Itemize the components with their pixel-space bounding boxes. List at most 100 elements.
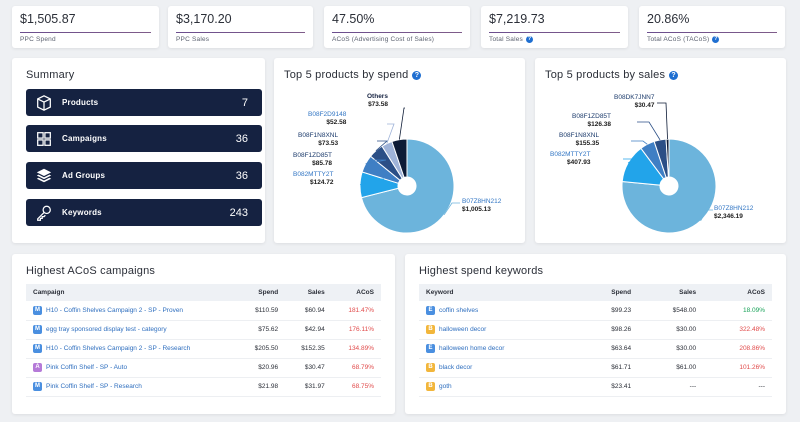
- acos-cell: 68.75%: [331, 377, 381, 397]
- summary-title: Summary: [26, 69, 75, 81]
- row-name-link[interactable]: halloween home decor: [439, 345, 505, 353]
- pie-leader-line: [657, 102, 668, 140]
- row-name-link[interactable]: Pink Coffin Shelf - SP - Research: [46, 383, 142, 391]
- spend-cell: $20.96: [238, 358, 286, 378]
- summary-item-keywords[interactable]: Keywords 243: [26, 199, 262, 226]
- pie-label: B07Z8HN212 $1,005.13: [462, 198, 502, 213]
- sales-pie-chart: [621, 102, 717, 234]
- type-badge: M: [33, 344, 42, 353]
- box-icon: [26, 94, 62, 112]
- summary-item-count: 36: [235, 169, 248, 182]
- question-icon[interactable]: ?: [412, 70, 422, 80]
- pie-leader-line: [375, 140, 389, 152]
- row-name-link[interactable]: goth: [439, 383, 452, 391]
- pie-leader-line: [623, 158, 637, 164]
- pie-label: B08F1ZD85T $85.78: [293, 152, 333, 167]
- summary-item-count: 36: [235, 132, 248, 145]
- acos-cell: 322.48%: [703, 320, 772, 340]
- pie-leader-line: [631, 140, 648, 145]
- question-icon[interactable]: ?: [669, 70, 679, 80]
- summary-item-ad-groups[interactable]: Ad Groups 36: [26, 162, 262, 189]
- row-name-link[interactable]: black decor: [439, 364, 473, 372]
- table-row[interactable]: M H10 - Coffin Shelves Campaign 2 - SP - …: [26, 339, 381, 359]
- type-badge: B: [426, 382, 435, 391]
- row-name-link[interactable]: H10 - Coffin Shelves Campaign 2 - SP - R…: [46, 345, 191, 353]
- sales-cell: $31.97: [285, 377, 332, 397]
- type-badge: M: [33, 305, 42, 315]
- sales-cell: $30.47: [285, 358, 332, 378]
- acos-cell: ---: [703, 377, 772, 397]
- key-icon: [26, 204, 62, 222]
- acos-cell: 181.47%: [331, 301, 381, 321]
- summary-item-products[interactable]: Products 7: [26, 89, 262, 116]
- question-icon[interactable]: ?: [712, 36, 720, 43]
- row-name-link[interactable]: halloween decor: [439, 326, 487, 334]
- summary-item-label: Keywords: [62, 208, 102, 217]
- column-header[interactable]: Spend: [238, 284, 286, 301]
- kpi-total-sales: $7,219.73 Total Sales?: [481, 6, 628, 48]
- spend-cell: $63.64: [579, 339, 639, 359]
- row-name-link[interactable]: coffin shelves: [439, 306, 479, 314]
- pie-slice-b08dk7jnn7[interactable]: [665, 138, 670, 178]
- kpi-label: Total ACoS (TACoS): [647, 36, 710, 43]
- pie-slice-others[interactable]: [391, 138, 408, 179]
- sales-cell: $152.35: [285, 339, 332, 359]
- pie-leader-line: [386, 123, 395, 144]
- spend-chart-card: Top 5 products by spend ? Others $73.58 …: [274, 58, 525, 243]
- column-header[interactable]: Keyword: [419, 284, 580, 301]
- acos-table-title: Highest ACoS campaigns: [26, 265, 156, 277]
- spend-cell: $205.50: [238, 339, 286, 359]
- kpi-value: $3,170.20: [176, 12, 232, 26]
- summary-item-label: Campaigns: [62, 134, 107, 143]
- spend-cell: $110.59: [238, 301, 286, 321]
- spend-pie-chart: [359, 107, 460, 234]
- kpi-label: PPC Spend: [20, 36, 56, 43]
- table-row[interactable]: M Pink Coffin Shelf - SP - Research $21.98…: [26, 377, 381, 397]
- pie-slice-b07z8hn212[interactable]: [360, 138, 455, 234]
- acos-cell: 176.11%: [331, 320, 381, 340]
- pie-leader-line: [365, 159, 387, 165]
- row-name-link[interactable]: egg tray sponsored display test - catego…: [46, 326, 167, 334]
- kpi-label: PPC Sales: [176, 36, 210, 43]
- row-name-link[interactable]: H10 - Coffin Shelves Campaign 2 - SP - P…: [46, 306, 184, 314]
- kpi-underline: [176, 32, 305, 33]
- sales-cell: ---: [638, 377, 704, 397]
- pie-label: B08F1ZD85T $126.38: [572, 113, 612, 128]
- table-row[interactable]: M H10 - Coffin Shelves Campaign 2 - SP - …: [26, 301, 381, 321]
- kpi-ppc-spend: $1,505.87 PPC Spend: [12, 6, 159, 48]
- column-header[interactable]: Sales: [638, 284, 704, 301]
- kpi-underline: [489, 32, 620, 33]
- column-header[interactable]: Campaign: [26, 284, 239, 301]
- acos-campaigns-card: Highest ACoS campaigns Campaign Spend Sa…: [12, 254, 395, 414]
- column-header[interactable]: ACoS: [331, 284, 381, 301]
- type-badge: B: [426, 325, 435, 334]
- summary-item-campaigns[interactable]: Campaigns 36: [26, 125, 262, 152]
- sales-chart-title: Top 5 products by sales: [545, 69, 666, 81]
- column-header[interactable]: Spend: [579, 284, 639, 301]
- table-row[interactable]: A Pink Coffin Shelf - SP - Auto $20.96 $30.…: [26, 358, 381, 378]
- column-header[interactable]: ACoS: [703, 284, 772, 301]
- column-header[interactable]: Sales: [285, 284, 332, 301]
- acos-cell: 134.89%: [331, 339, 381, 359]
- summary-item-label: Products: [62, 98, 99, 107]
- summary-item-label: Ad Groups: [62, 171, 106, 180]
- spend-cell: $61.71: [579, 358, 639, 378]
- kpi-acos: 47.50% ACoS (Advertising Cost of Sales): [324, 6, 470, 48]
- pie-label: B08F2D9148 $52.58: [308, 111, 347, 126]
- row-name-link[interactable]: Pink Coffin Shelf - SP - Auto: [46, 364, 128, 372]
- pie-slice-b07z8hn212[interactable]: [621, 138, 717, 234]
- sales-cell: $61.00: [638, 358, 704, 378]
- acos-campaigns-table: Campaign Spend Sales ACoS M H10 - Coffin …: [26, 284, 381, 397]
- sales-chart-card: Top 5 products by sales ? B08DK7JNN7 $30…: [535, 58, 786, 243]
- spend-cell: $23.41: [579, 377, 639, 397]
- pie-label: B08F1N8XNL $155.35: [559, 132, 600, 147]
- question-icon[interactable]: ?: [526, 36, 533, 43]
- keywords-table-title: Highest spend keywords: [419, 265, 544, 277]
- sales-cell: $548.00: [638, 301, 704, 321]
